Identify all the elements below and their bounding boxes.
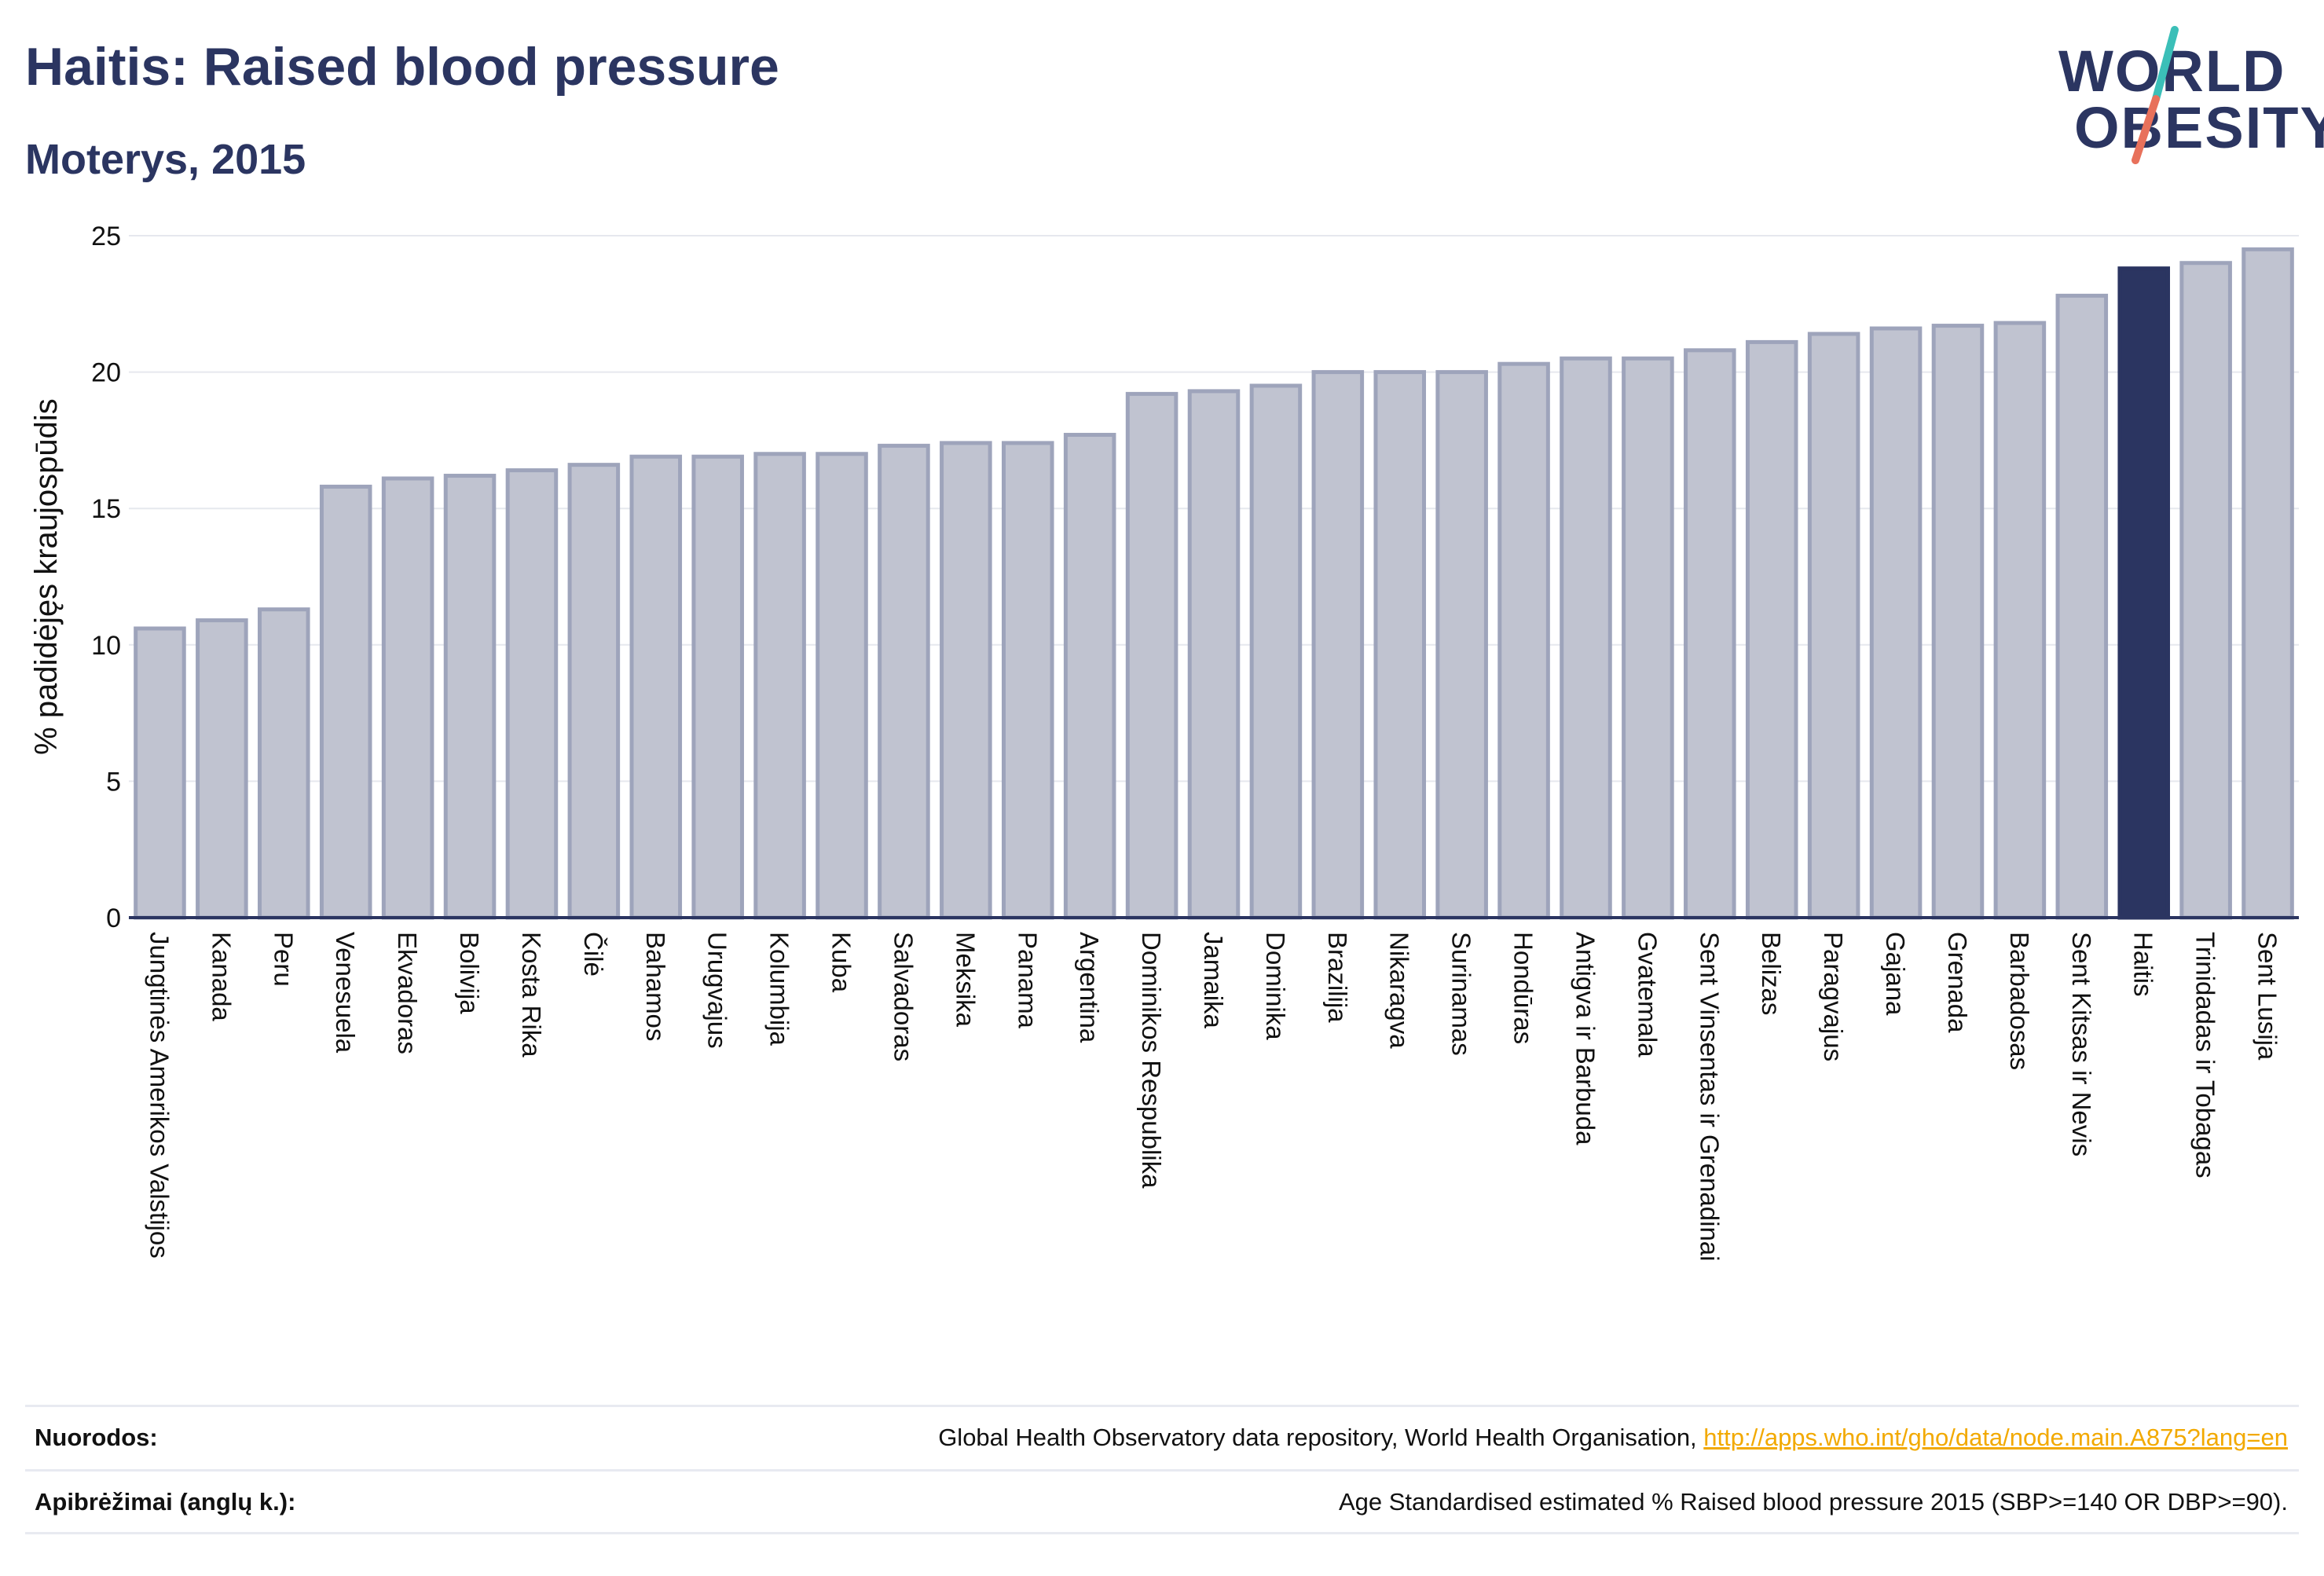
x-tick-label: Dominika <box>1261 932 1290 1040</box>
bar <box>1622 356 1674 920</box>
world-obesity-logo: WORLD OBESITY <box>2043 22 2324 171</box>
bar <box>196 618 248 920</box>
y-tick-label: 20 <box>91 358 121 388</box>
bar <box>1063 432 1116 920</box>
bar <box>381 476 434 920</box>
bar <box>319 484 372 920</box>
sources-link[interactable]: http://apps.who.int/gho/data/node.main.A… <box>1703 1424 2288 1451</box>
bar <box>505 468 559 920</box>
bar <box>443 474 497 920</box>
x-tick-label: Sent Kitsas ir Nevis <box>2067 932 2096 1156</box>
x-tick-label: Grenada <box>1943 932 1972 1033</box>
bar <box>629 454 683 920</box>
x-tick-label: Venesuela <box>331 932 360 1054</box>
sources-description: Global Health Observatory data repositor… <box>938 1424 1704 1451</box>
x-tick-label: Gvatemala <box>1633 932 1662 1057</box>
x-tick-label: Kolumbija <box>765 932 794 1046</box>
bar <box>1931 324 1985 920</box>
bar <box>940 441 992 920</box>
x-tick-label: Trinidadas ir Tobagas <box>2191 932 2220 1178</box>
x-tick-label: Surinamas <box>1447 932 1476 1056</box>
bar <box>1807 332 1860 920</box>
x-tick-label: Dominikos Respublika <box>1137 932 1166 1189</box>
x-tick-label: Čilė <box>579 932 608 977</box>
x-tick-label: Peru <box>269 932 298 987</box>
bar <box>1249 383 1303 920</box>
bar <box>2179 261 2232 920</box>
bar <box>753 452 806 920</box>
x-tick-label: Jungtinės Amerikos Valstijos <box>145 932 174 1259</box>
y-tick-label: 5 <box>106 767 121 797</box>
bar <box>1125 391 1178 920</box>
bar <box>878 443 930 920</box>
page-title: Haitis: Raised blood pressure <box>25 37 779 97</box>
bar <box>1187 389 1241 920</box>
x-tick-label: Belizas <box>1757 932 1786 1015</box>
bar <box>1001 441 1054 920</box>
x-tick-label: Hondūras <box>1509 932 1538 1044</box>
definitions-row: Apibrėžimai (anglų k.): Age Standardised… <box>25 1469 2299 1533</box>
bar <box>1560 356 1612 920</box>
x-tick-label: Meksika <box>951 932 980 1028</box>
bar <box>1373 370 1427 920</box>
bar <box>134 626 186 920</box>
x-tick-label: Sent Vinsentas ir Grenadinai <box>1695 932 1724 1261</box>
bar <box>258 607 310 920</box>
bar <box>691 454 744 920</box>
sources-text: Global Health Observatory data repositor… <box>938 1424 2288 1452</box>
bar <box>1745 339 1798 920</box>
x-tick-label: Nikaragva <box>1385 932 1414 1049</box>
x-tick-label: Jamaika <box>1199 932 1228 1029</box>
definitions-label: Apibrėžimai (anglų k.): <box>35 1488 296 1516</box>
bar <box>1684 348 1736 920</box>
x-tick-label: Haitis <box>2129 932 2158 997</box>
bar <box>1993 321 2047 920</box>
bar <box>816 452 868 920</box>
bar <box>1311 370 1365 920</box>
bar <box>2242 247 2294 920</box>
x-tick-label: Panama <box>1013 932 1042 1029</box>
sources-row: Nuorodos: Global Health Observatory data… <box>25 1405 2299 1468</box>
y-tick-label: 10 <box>91 631 121 661</box>
x-tick-label: Sent Lusija <box>2253 932 2282 1061</box>
x-tick-label: Argentina <box>1075 932 1104 1043</box>
x-tick-label: Kanada <box>207 932 236 1021</box>
x-tick-label: Urugvajus <box>703 932 732 1049</box>
x-tick-label: Gajana <box>1881 932 1910 1016</box>
logo-slash-icon <box>2132 26 2179 164</box>
bar-chart: 0 5 10 15 20 25 % padidėjęs kraujospūdis Jungti… <box>29 222 2299 1261</box>
y-axis-title: % padidėjęs kraujospūdis <box>29 398 64 755</box>
bar-highlighted <box>2117 266 2170 920</box>
x-tick-label: Bolivija <box>455 932 484 1014</box>
bar <box>1497 361 1550 920</box>
bar <box>2055 293 2109 920</box>
bar <box>1869 326 1923 920</box>
x-tick-label: Paragvajus <box>1819 932 1848 1061</box>
y-tick-label: 15 <box>91 494 121 524</box>
bar <box>1435 370 1488 920</box>
x-tick-label: Bahamos <box>641 932 670 1041</box>
x-tick-label: Antigva ir Barbuda <box>1571 932 1600 1145</box>
sources-label: Nuorodos: <box>35 1424 158 1451</box>
x-tick-label: Barbadosas <box>2005 932 2034 1070</box>
definitions-text: Age Standardised estimated % Raised bloo… <box>1338 1488 2288 1516</box>
x-tick-label: Ekvadoras <box>393 932 422 1054</box>
logo-line-2: OBESITY <box>2074 95 2324 160</box>
footer-divider <box>25 1532 2299 1534</box>
x-tick-label: Brazilija <box>1323 932 1352 1023</box>
x-tick-label: Kosta Rika <box>517 932 546 1057</box>
bar <box>567 463 621 920</box>
y-tick-label: 25 <box>91 222 121 251</box>
x-tick-label: Salvadoras <box>889 932 918 1061</box>
x-tick-label: Kuba <box>827 932 856 993</box>
page-subtitle: Moterys, 2015 <box>25 136 306 183</box>
y-tick-label: 0 <box>106 903 121 933</box>
